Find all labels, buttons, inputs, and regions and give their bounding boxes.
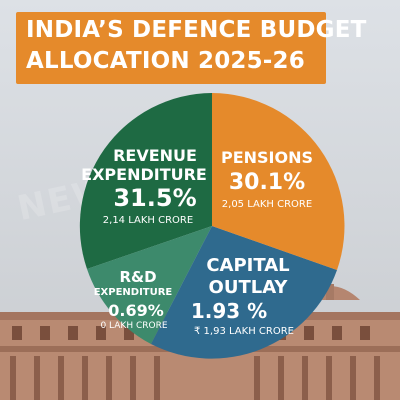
label-rnd-line2: EXPENDITURE (93, 287, 173, 298)
title-line-2: ALLOCATION 2025-26 (26, 48, 305, 74)
title-banner (16, 12, 326, 84)
label-revenue-line2: EXPENDITURE (81, 165, 207, 184)
amount-rnd: 0 LAKH CRORE (100, 321, 168, 331)
value-rnd: 0.69% (108, 301, 164, 320)
amount-revenue: 2,14 LAKH CRORE (102, 215, 194, 226)
value-revenue: 31.5% (113, 184, 197, 212)
amount-capital: ₹ 1,93 LAKH CRORE (194, 326, 294, 337)
label-rnd-line1: R&D (119, 268, 157, 286)
slice-capital-outlay (151, 226, 337, 359)
value-pensions: 30.1% (228, 170, 306, 195)
slice-pensions (212, 93, 345, 270)
value-capital: 1.93 % (190, 299, 268, 323)
title-line-1: INDIA’S DEFENCE BUDGET (26, 17, 367, 43)
label-revenue-line1: REVENUE (113, 146, 197, 165)
label-capital-line1: CAPITAL (206, 255, 290, 276)
slice-rnd-expenditure (87, 226, 212, 344)
label-capital-line2: OUTLAY (208, 277, 288, 298)
slice-revenue-expenditure (79, 93, 212, 269)
label-pensions: PENSIONS (220, 148, 314, 167)
amount-pensions: 2,05 LAKH CRORE (221, 199, 313, 210)
